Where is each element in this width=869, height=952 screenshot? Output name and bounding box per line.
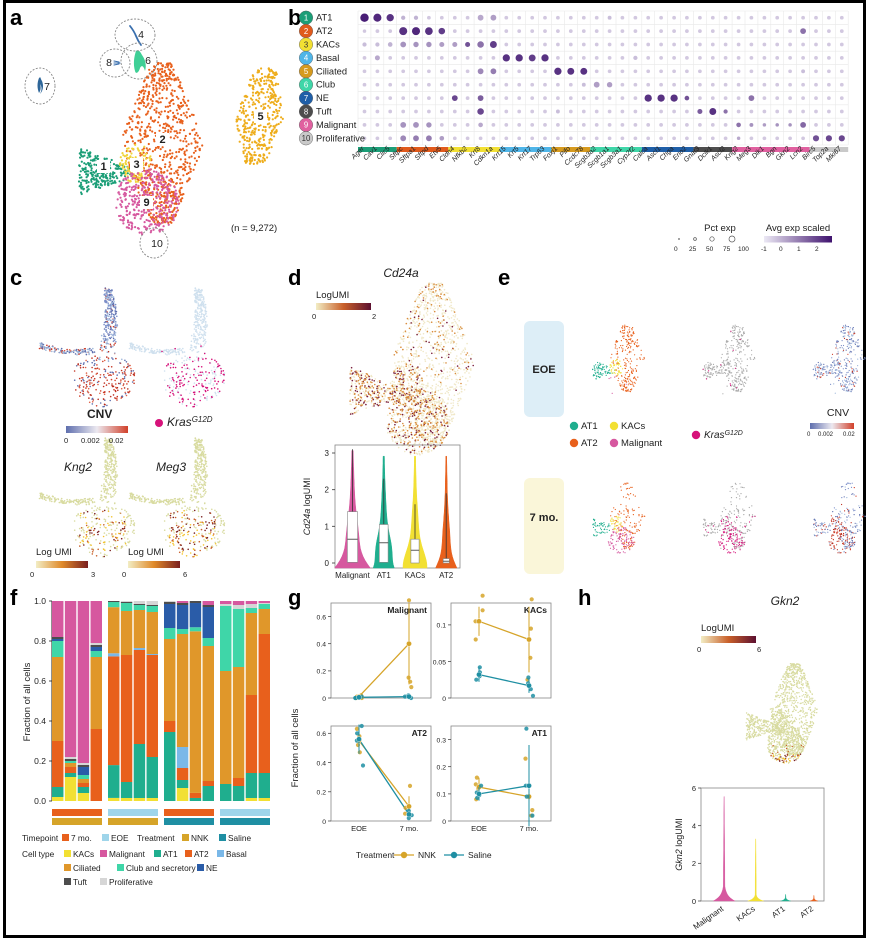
svg-text:Malignant: Malignant bbox=[316, 120, 357, 130]
svg-text:50: 50 bbox=[706, 246, 714, 253]
svg-text:0: 0 bbox=[674, 246, 678, 253]
svg-text:Tuft: Tuft bbox=[316, 107, 332, 117]
svg-text:CNV: CNV bbox=[87, 407, 112, 421]
svg-text:AT1: AT1 bbox=[316, 13, 332, 23]
svg-text:6: 6 bbox=[304, 81, 308, 90]
svg-text:Ciliated: Ciliated bbox=[316, 66, 347, 76]
svg-text:-1: -1 bbox=[761, 246, 767, 253]
svg-text:0: 0 bbox=[30, 570, 34, 579]
svg-text:AT2: AT2 bbox=[316, 26, 332, 36]
svg-text:6: 6 bbox=[183, 570, 187, 579]
svg-text:2: 2 bbox=[304, 27, 308, 36]
svg-text:0: 0 bbox=[122, 570, 126, 579]
svg-text:25: 25 bbox=[689, 246, 697, 253]
svg-text:0: 0 bbox=[64, 436, 68, 445]
svg-text:Log UMI: Log UMI bbox=[128, 547, 164, 558]
svg-text:2: 2 bbox=[815, 246, 819, 253]
svg-text:8: 8 bbox=[304, 107, 308, 116]
svg-text:Proliferative: Proliferative bbox=[316, 133, 365, 143]
svg-text:Kng2: Kng2 bbox=[64, 460, 92, 474]
svg-text:LogUMI: LogUMI bbox=[316, 290, 349, 301]
svg-text:9: 9 bbox=[304, 121, 308, 130]
svg-text:1: 1 bbox=[797, 246, 801, 253]
svg-text:Avg exp scaled: Avg exp scaled bbox=[766, 223, 830, 234]
svg-text:Cd24a: Cd24a bbox=[383, 266, 419, 280]
svg-text:Club: Club bbox=[316, 80, 335, 90]
svg-text:0: 0 bbox=[312, 312, 316, 321]
svg-text:KrasG12D: KrasG12D bbox=[167, 415, 213, 429]
svg-text:0: 0 bbox=[779, 246, 783, 253]
svg-text:Meg3: Meg3 bbox=[156, 460, 186, 474]
svg-text:Log UMI: Log UMI bbox=[36, 547, 72, 558]
svg-text:5: 5 bbox=[304, 67, 309, 76]
svg-text:NE: NE bbox=[316, 93, 329, 103]
svg-text:1: 1 bbox=[304, 14, 308, 23]
svg-text:7: 7 bbox=[304, 94, 308, 103]
svg-text:4: 4 bbox=[304, 54, 309, 63]
svg-text:Pct exp: Pct exp bbox=[704, 223, 736, 234]
svg-text:2: 2 bbox=[372, 312, 376, 321]
svg-text:3: 3 bbox=[91, 570, 95, 579]
svg-text:0.002: 0.002 bbox=[81, 436, 100, 445]
svg-text:KACs: KACs bbox=[316, 40, 340, 50]
svg-text:75: 75 bbox=[723, 246, 731, 253]
svg-text:3: 3 bbox=[304, 40, 308, 49]
svg-text:10: 10 bbox=[302, 134, 311, 143]
svg-text:0.02: 0.02 bbox=[109, 436, 124, 445]
svg-text:Basal: Basal bbox=[316, 53, 339, 63]
svg-text:100: 100 bbox=[738, 246, 749, 253]
